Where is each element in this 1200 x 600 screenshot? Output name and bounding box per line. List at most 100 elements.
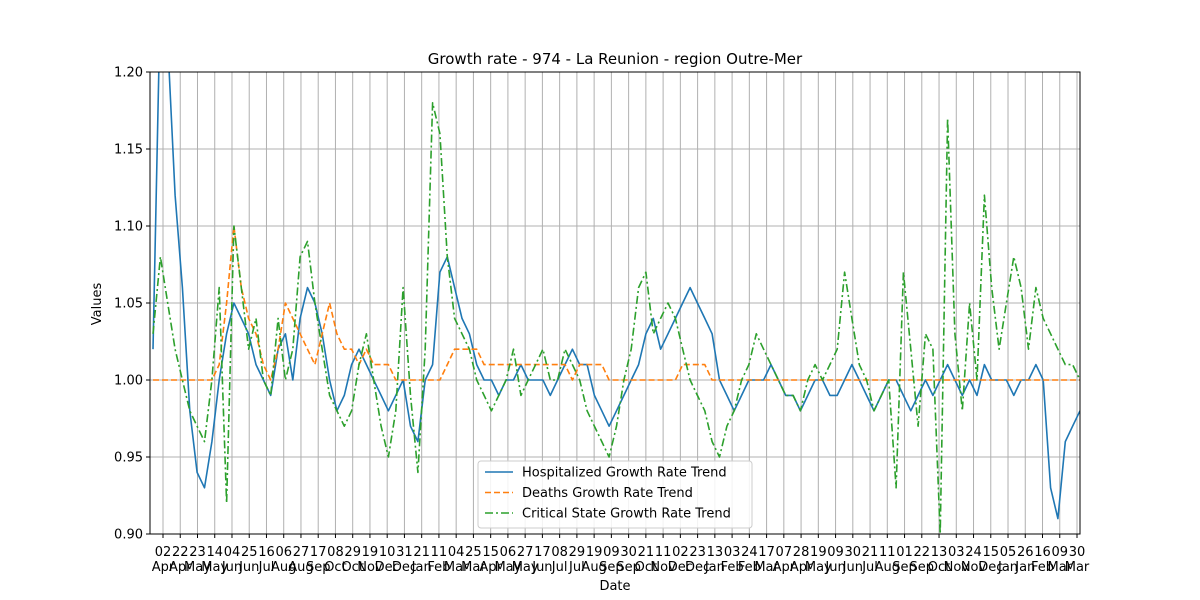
x-tick-day: 16: [1034, 545, 1051, 560]
x-tick-day: 11: [655, 545, 672, 560]
x-tick-month: Dec: [685, 560, 710, 575]
y-tick-label: 1.15: [114, 143, 143, 158]
x-tick-day: 27: [293, 545, 310, 560]
x-tick-month: Oct: [928, 560, 950, 575]
x-tick-month: Mar: [1047, 560, 1072, 575]
x-tick-month: Jan: [704, 560, 725, 575]
x-axis: 02Apr22Apr23May14May04Jun25Jun16Jul06Aug…: [152, 534, 1090, 575]
x-tick-day: 06: [500, 545, 517, 560]
x-tick-day: 24: [965, 545, 982, 560]
y-tick-label: 0.95: [114, 451, 143, 466]
x-tick-month: Aug: [288, 560, 313, 575]
x-tick-month: Apr: [152, 560, 175, 575]
x-tick-month: Mar: [444, 560, 469, 575]
x-tick-day: 29: [569, 545, 586, 560]
x-tick-day: 28: [793, 545, 810, 560]
grid-lines: [150, 71, 1080, 535]
x-tick-month: Jun: [238, 560, 259, 575]
x-tick-month: Aug: [581, 560, 606, 575]
x-tick-day: 30: [845, 545, 862, 560]
x-tick-month: Mar: [754, 560, 779, 575]
x-tick-month: Nov: [944, 560, 970, 575]
x-tick-day: 22: [914, 545, 931, 560]
x-tick-month: May: [201, 560, 228, 575]
x-tick-month: Apr: [773, 560, 796, 575]
x-tick-day: 17: [758, 545, 775, 560]
x-tick-month: Jan: [997, 560, 1018, 575]
x-tick-day: 19: [586, 545, 603, 560]
x-tick-month: Feb: [721, 560, 744, 575]
x-tick-day: 15: [983, 545, 1000, 560]
x-tick-day: 15: [482, 545, 499, 560]
x-tick-day: 08: [551, 545, 568, 560]
x-tick-month: Aug: [271, 560, 296, 575]
x-tick-day: 14: [206, 545, 223, 560]
x-tick-day: 26: [1017, 545, 1034, 560]
x-tick-day: 29: [344, 545, 361, 560]
x-tick-day: 08: [327, 545, 344, 560]
x-tick-month: Dec: [668, 560, 693, 575]
y-axis-title: Values: [90, 283, 105, 326]
x-tick-month: Jan: [1014, 560, 1035, 575]
x-tick-day: 03: [724, 545, 741, 560]
y-tick-label: 0.90: [114, 528, 143, 543]
x-tick-day: 30: [1069, 545, 1086, 560]
x-tick-day: 21: [638, 545, 655, 560]
x-tick-month: Feb: [427, 560, 450, 575]
x-tick-month: Sep: [892, 560, 917, 575]
x-tick-month: Sep: [910, 560, 935, 575]
x-tick-day: 09: [827, 545, 844, 560]
x-tick-month: May: [494, 560, 521, 575]
x-tick-month: Jul: [258, 560, 275, 575]
x-tick-day: 04: [448, 545, 465, 560]
x-tick-day: 02: [155, 545, 172, 560]
x-tick-month: Dec: [375, 560, 400, 575]
x-tick-month: Jul: [861, 560, 878, 575]
y-tick-label: 1.20: [114, 66, 143, 81]
x-tick-month: Jun: [221, 560, 242, 575]
x-tick-month: Dec: [978, 560, 1003, 575]
x-tick-month: Sep: [306, 560, 331, 575]
x-tick-month: Sep: [599, 560, 624, 575]
x-tick-month: Jul: [568, 560, 585, 575]
x-tick-day: 27: [517, 545, 534, 560]
legend-label-1: Hospitalized Growth Rate Trend: [522, 466, 727, 481]
x-tick-month: Oct: [341, 560, 363, 575]
x-tick-day: 17: [534, 545, 551, 560]
x-tick-month: Jun: [842, 560, 863, 575]
legend-box: [477, 460, 753, 529]
plot-frame: [149, 71, 1081, 535]
legend-label-2: Deaths Growth Rate Trend: [522, 486, 693, 501]
x-tick-day: 09: [1051, 545, 1068, 560]
x-tick-month: Mar: [1065, 560, 1090, 575]
x-tick-month: Jun: [531, 560, 552, 575]
x-tick-month: Nov: [357, 560, 383, 575]
x-tick-day: 05: [1000, 545, 1017, 560]
x-tick-day: 02: [672, 545, 689, 560]
chart-title: Growth rate - 974 - La Reunion - region …: [428, 50, 803, 68]
x-tick-day: 09: [603, 545, 620, 560]
x-tick-month: Sep: [616, 560, 641, 575]
y-axis: 0.90 0.95 1.00 1.05 1.10 1.15 1.20: [114, 66, 150, 543]
x-tick-day: 21: [862, 545, 879, 560]
x-tick-day: 11: [879, 545, 896, 560]
series-line-3: [152, 102, 1080, 534]
x-tick-day: 04: [224, 545, 241, 560]
x-tick-day: 25: [241, 545, 258, 560]
x-tick-month: Aug: [875, 560, 900, 575]
x-tick-month: Feb: [1031, 560, 1054, 575]
x-axis-title: Date: [599, 579, 630, 594]
x-tick-month: Feb: [738, 560, 761, 575]
legend-label-3: Critical State Growth Rate Trend: [522, 507, 731, 522]
x-tick-day: 23: [189, 545, 206, 560]
x-tick-day: 30: [620, 545, 637, 560]
x-tick-day: 23: [689, 545, 706, 560]
x-tick-day: 16: [258, 545, 275, 560]
series-layer: [152, 72, 1080, 534]
x-tick-day: 19: [362, 545, 379, 560]
x-tick-day: 13: [707, 545, 724, 560]
x-tick-month: Nov: [961, 560, 987, 575]
x-tick-month: May: [512, 560, 539, 575]
x-tick-day: 10: [379, 545, 396, 560]
